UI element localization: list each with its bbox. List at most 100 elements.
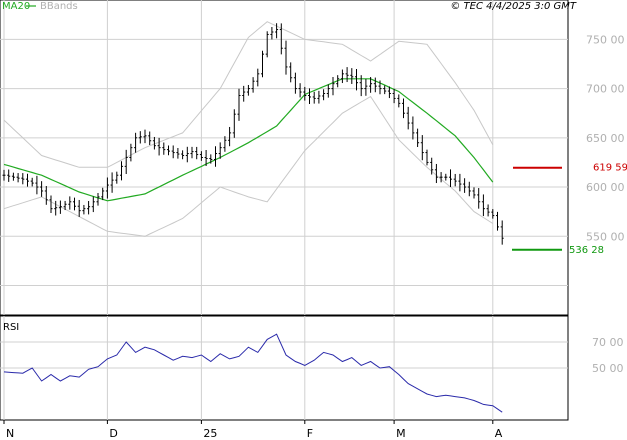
price-bar — [68, 196, 72, 210]
price-bar — [477, 188, 481, 209]
price-bar — [167, 145, 170, 156]
price-bar — [16, 173, 20, 183]
price-bar — [284, 40, 288, 75]
price-bar — [336, 75, 340, 88]
price-bar — [345, 67, 349, 83]
price-bar — [256, 68, 260, 87]
price-bar — [115, 171, 119, 184]
price-bar — [190, 146, 194, 159]
x-tick-label: M — [396, 427, 406, 440]
price-bar — [223, 136, 227, 152]
price-bars-layer — [2, 23, 504, 245]
bbands-upper-line — [3, 21, 494, 168]
price-bar — [44, 185, 48, 205]
price-bar — [195, 146, 199, 160]
price-bar — [162, 142, 166, 155]
bbands-legend-label: BBands — [40, 1, 78, 12]
rsi-y-tick-label: 50 00 — [592, 362, 624, 375]
price-bar — [49, 195, 53, 214]
price-bar — [63, 200, 67, 211]
price-bar — [82, 204, 86, 215]
price-bar — [204, 149, 208, 166]
price-bar — [209, 154, 213, 164]
price-bar — [270, 27, 274, 40]
price-bar — [416, 128, 420, 148]
main-panel-frame — [0, 0, 569, 316]
price-bar — [134, 132, 138, 153]
price-bar — [439, 172, 443, 183]
rsi-panel-title: RSI — [3, 322, 19, 333]
price-bar — [312, 91, 316, 104]
price-bar — [481, 194, 485, 217]
price-bar — [152, 136, 156, 150]
price-bar — [148, 131, 152, 146]
price-bar — [143, 129, 147, 144]
price-bar — [397, 94, 401, 108]
bbands-lower-line — [3, 95, 494, 237]
price-bar — [467, 181, 471, 197]
price-bar — [331, 77, 335, 96]
price-bar — [449, 169, 452, 187]
price-bar — [293, 72, 297, 94]
price-bar — [359, 75, 363, 97]
price-bar — [383, 85, 387, 95]
price-bar — [181, 150, 185, 160]
price-bar — [411, 116, 415, 140]
x-tick-label: A — [495, 427, 503, 440]
price-bar — [317, 90, 321, 104]
price-bar — [157, 137, 161, 156]
price-bar — [444, 173, 448, 181]
main-y-tick-label: 750 00 — [586, 33, 625, 46]
y-ticks-layer: 750 00 700 00 650 00 600 00 550 00 70 00 50 00 — [586, 33, 625, 375]
x-tick-label: 25 — [203, 427, 217, 440]
rsi-layer — [3, 333, 503, 413]
price-bar — [350, 68, 354, 84]
price-bar — [54, 200, 58, 216]
price-bar — [406, 106, 410, 130]
price-bar — [387, 86, 391, 99]
price-bar — [40, 181, 44, 197]
price-bar — [185, 146, 189, 163]
price-bar — [392, 88, 396, 104]
x-tick-label: N — [6, 427, 14, 440]
price-bar — [171, 145, 175, 159]
price-bar — [364, 78, 368, 96]
price-bar — [378, 80, 382, 95]
price-bar — [434, 163, 438, 184]
x-tick-label: F — [307, 427, 313, 440]
price-bar — [232, 109, 236, 138]
main-y-tick-label: 600 00 — [586, 181, 625, 194]
ma20-line — [3, 78, 494, 202]
price-bar — [7, 169, 11, 182]
price-bar — [265, 31, 269, 58]
price-bar — [30, 177, 34, 187]
price-bar — [138, 131, 142, 144]
price-bar — [261, 50, 264, 78]
price-bar — [369, 77, 373, 93]
support-label: 536 28 — [569, 245, 604, 256]
price-bar — [101, 187, 105, 201]
price-bar — [355, 69, 358, 91]
price-bar — [275, 23, 279, 39]
price-bar — [472, 187, 476, 199]
price-bar — [2, 169, 6, 181]
price-bar — [420, 135, 424, 161]
ma20-legend-label: MA20 — [2, 1, 30, 12]
price-bar — [279, 23, 283, 55]
price-bar — [91, 196, 95, 213]
price-bar — [246, 84, 250, 96]
bbands-layer — [3, 21, 494, 237]
main-y-tick-label: 550 00 — [586, 230, 625, 243]
price-bar — [218, 142, 222, 159]
price-bar — [251, 77, 255, 93]
price-bar — [322, 89, 326, 101]
price-bar — [430, 157, 434, 175]
price-bar — [124, 149, 128, 175]
price-bar — [105, 177, 109, 199]
price-bar — [453, 173, 457, 187]
price-bar — [11, 172, 15, 181]
price-bar — [298, 83, 302, 98]
price-bar — [340, 69, 344, 84]
price-bar — [425, 149, 429, 166]
